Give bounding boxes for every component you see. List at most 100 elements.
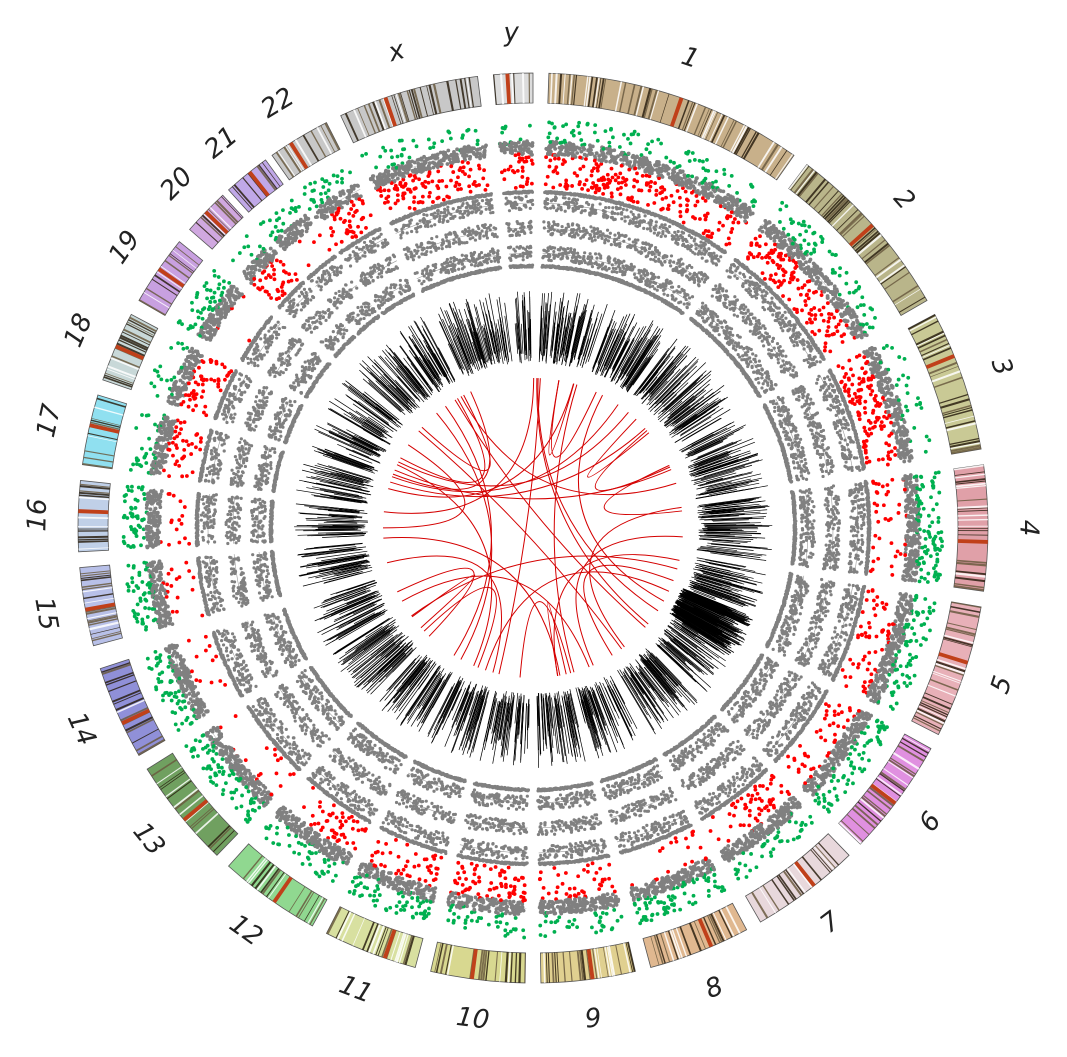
allele-frequency-track	[194, 189, 872, 867]
baf-points-7	[662, 714, 768, 821]
density-lines-21	[378, 344, 434, 403]
link-6	[537, 378, 659, 612]
link-4	[388, 383, 575, 498]
density-lines-8	[575, 675, 638, 759]
baf-points-5	[765, 571, 867, 682]
link-19	[418, 430, 623, 650]
cnv-points-6	[786, 702, 889, 814]
chromosome-14-ideogram	[99, 658, 166, 757]
chromosome-2-ideogram	[788, 164, 928, 317]
density-lines-20	[359, 356, 420, 415]
baf-points-22	[338, 226, 416, 316]
chromosome-label-13: 13	[127, 817, 171, 862]
chromosome-label-3: 3	[985, 354, 1019, 379]
chromosome-4-ideogram	[953, 464, 989, 592]
link-3	[392, 391, 491, 490]
chromosome-label-9: 9	[583, 1003, 603, 1035]
chromosome-8-ideogram	[642, 902, 748, 968]
density-lines-2	[633, 338, 731, 443]
chromosome-label-7: 7	[815, 906, 847, 940]
chromosome-15-ideogram	[79, 564, 123, 647]
density-track	[294, 291, 773, 768]
chromosome-x-ideogram	[340, 75, 482, 144]
baf-points-2	[689, 258, 826, 398]
baf-points-9	[536, 781, 611, 867]
link-7	[550, 380, 597, 458]
chromosome-22-ideogram	[271, 122, 341, 181]
cnv-points-y	[497, 123, 535, 190]
link-37	[589, 506, 682, 648]
density-lines-22	[399, 316, 456, 393]
density-lines-5	[684, 557, 766, 632]
link-12	[390, 428, 646, 498]
chromosome-20-ideogram	[189, 194, 244, 250]
chromosome-12-ideogram	[227, 843, 328, 927]
cnv-points-2	[746, 200, 877, 354]
baf-points-19	[240, 315, 332, 399]
link-32	[421, 394, 491, 471]
link-36	[396, 464, 493, 666]
chromosome-label-y: y	[502, 18, 520, 49]
link-35	[382, 444, 466, 529]
chromosome-label-12: 12	[224, 909, 268, 953]
density-lines-13	[332, 616, 417, 695]
baf-points-4	[789, 479, 872, 576]
link-10	[603, 464, 683, 516]
cnv-points-11	[347, 838, 444, 921]
link-34	[383, 536, 561, 676]
link-16	[411, 555, 678, 617]
link-13	[445, 405, 492, 656]
baf-points-12	[306, 721, 408, 825]
cnv-points-8	[629, 829, 727, 926]
link-38	[536, 378, 649, 625]
density-lines-9	[536, 688, 586, 768]
cnv-points-14	[145, 634, 227, 732]
cnv-points-12	[264, 785, 368, 883]
chromosome-7-ideogram	[744, 833, 850, 923]
chromosome-9-ideogram	[540, 941, 636, 984]
cnv-points-4	[868, 470, 944, 584]
density-lines-16	[294, 503, 368, 538]
chromosome-label-17: 17	[31, 401, 68, 440]
chromosome-17-ideogram	[81, 394, 128, 470]
cnv-points-x	[360, 127, 490, 211]
link-25	[587, 418, 650, 478]
chromosome-label-16: 16	[22, 498, 53, 532]
chromosome-21-ideogram	[227, 159, 284, 213]
link-33	[391, 404, 619, 493]
link-20	[548, 380, 575, 456]
link-30	[484, 571, 670, 671]
copy-number-track	[121, 120, 944, 940]
link-21	[386, 555, 502, 673]
cnv-points-5	[840, 588, 937, 711]
chromosome-label-8: 8	[701, 971, 727, 1005]
chromosome-label-15: 15	[28, 595, 63, 633]
baf-points-18	[213, 369, 304, 445]
density-lines-3	[679, 421, 768, 500]
density-lines-4	[696, 496, 773, 561]
baf-points-3	[762, 368, 866, 484]
link-31	[454, 399, 646, 628]
chromosome-label-11: 11	[335, 970, 377, 1010]
chromosome-label-6: 6	[914, 807, 948, 838]
translocation-links	[382, 377, 683, 678]
chromosome-label-1: 1	[678, 41, 703, 75]
baf-points-20	[277, 280, 357, 359]
density-lines-12	[379, 654, 453, 732]
baf-points-15	[196, 549, 283, 617]
baf-points-8	[599, 757, 693, 855]
chromosome-5-ideogram	[911, 601, 982, 736]
density-lines-18	[312, 422, 387, 474]
baf-points-1	[540, 189, 727, 315]
baf-points-17	[197, 428, 285, 494]
chromosome-label-21: 21	[199, 121, 244, 165]
density-lines-19	[327, 380, 403, 445]
chromosome-label-x: x	[384, 35, 409, 69]
cnv-points-7	[708, 773, 814, 881]
baf-points-11	[379, 759, 467, 856]
chromosome-3-ideogram	[907, 313, 982, 455]
chromosome-16-ideogram	[77, 480, 111, 553]
density-lines-17	[296, 463, 374, 504]
chromosome-label-10: 10	[454, 1002, 491, 1036]
